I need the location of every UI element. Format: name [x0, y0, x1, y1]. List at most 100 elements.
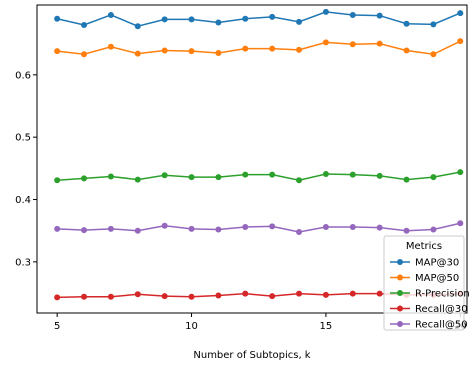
data-point-map-30 [349, 11, 356, 18]
data-point-r-precision [269, 171, 276, 178]
data-point-map-30 [215, 19, 222, 26]
legend-title: Metrics [406, 241, 442, 252]
data-point-map-30 [107, 11, 114, 18]
legend-entry-recall-30: Recall@30 [390, 304, 468, 315]
data-point-map-50 [269, 45, 276, 52]
data-point-recall-50 [349, 223, 356, 230]
data-point-recall-30 [134, 291, 141, 298]
data-point-recall-30 [161, 293, 168, 300]
data-point-map-50 [54, 48, 61, 55]
data-point-map-30 [188, 16, 195, 23]
data-point-r-precision [215, 174, 222, 181]
data-point-recall-50 [322, 223, 329, 230]
legend-label: Recall@50 [415, 320, 468, 331]
plot-area [36, 4, 468, 314]
data-point-recall-50 [269, 223, 276, 230]
data-point-recall-50 [403, 227, 410, 234]
data-point-recall-50 [296, 228, 303, 235]
data-point-recall-30 [242, 290, 249, 297]
data-point-map-50 [134, 50, 141, 57]
data-point-map-50 [81, 51, 88, 58]
data-point-r-precision [403, 176, 410, 183]
data-point-recall-30 [349, 290, 356, 297]
legend-swatch-marker [397, 290, 403, 296]
plot-frame [36, 4, 468, 314]
legend-label: Recall@30 [415, 304, 468, 315]
data-point-r-precision [107, 173, 114, 180]
data-point-map-30 [134, 23, 141, 30]
data-point-map-50 [403, 47, 410, 54]
data-point-recall-30 [322, 291, 329, 298]
data-point-map-30 [242, 15, 249, 22]
data-point-recall-50 [107, 225, 114, 232]
legend-swatch-marker [397, 321, 403, 327]
legend-label: MAP@30 [415, 258, 459, 269]
data-point-map-50 [242, 45, 249, 52]
legend-label: MAP@50 [415, 273, 459, 284]
data-point-map-30 [457, 10, 464, 17]
data-point-recall-30 [107, 293, 114, 300]
data-point-map-30 [269, 13, 276, 20]
legend-swatch-marker [397, 274, 403, 281]
data-point-map-30 [322, 8, 329, 15]
data-point-recall-50 [81, 227, 88, 234]
data-point-map-30 [403, 20, 410, 27]
data-point-map-50 [188, 48, 195, 55]
series-line-map-50 [57, 40, 461, 56]
data-point-map-50 [322, 39, 329, 46]
legend-box [383, 235, 465, 331]
series-r-precision [54, 169, 464, 184]
data-point-map-50 [161, 47, 168, 54]
data-point-recall-50 [457, 220, 464, 227]
data-point-recall-50 [376, 224, 383, 231]
series-line-r-precision [57, 171, 461, 181]
data-point-recall-50 [161, 222, 168, 229]
data-point-r-precision [430, 174, 437, 181]
y-axis: 0.3 0.4 0.5 0.6 [15, 70, 37, 268]
series-map-50 [54, 38, 464, 58]
series-map-30 [54, 8, 464, 30]
data-point-r-precision [161, 172, 168, 179]
legend-entry-map-30: MAP@30 [390, 258, 459, 269]
data-point-r-precision [81, 175, 88, 182]
data-point-map-30 [161, 16, 168, 23]
data-point-map-50 [107, 43, 114, 50]
data-point-map-50 [349, 41, 356, 48]
data-point-map-50 [430, 51, 437, 58]
legend-swatch-marker [397, 305, 403, 312]
data-point-recall-30 [81, 293, 88, 300]
data-point-recall-50 [54, 225, 61, 232]
legend-entry-r-precision: R-Precision [390, 289, 470, 300]
data-point-map-30 [54, 15, 61, 22]
series-layer [54, 8, 464, 301]
data-point-recall-30 [54, 294, 61, 301]
series-line-recall-50 [57, 222, 461, 233]
data-point-recall-30 [269, 293, 276, 300]
data-point-r-precision [296, 177, 303, 184]
y-tick-label: 0.6 [15, 70, 31, 81]
legend: Metrics MAP@30 MAP@50 R-Precision Recall@30… [383, 235, 470, 331]
x-axis-label: Number of Subtopics, k [193, 350, 310, 361]
data-point-map-50 [457, 38, 464, 45]
data-point-r-precision [54, 177, 61, 184]
legend-label: R-Precision [415, 289, 470, 300]
data-point-recall-50 [188, 225, 195, 232]
data-point-recall-50 [430, 226, 437, 233]
x-tick-label: 15 [320, 321, 333, 332]
legend-entries: MAP@30 MAP@50 R-Precision Recall@30 Recall@5… [390, 258, 470, 331]
data-point-map-50 [376, 40, 383, 47]
data-point-r-precision [349, 171, 356, 178]
data-point-r-precision [242, 171, 249, 178]
data-point-r-precision [376, 172, 383, 179]
data-point-recall-30 [376, 290, 383, 297]
legend-entry-map-50: MAP@50 [390, 273, 459, 284]
data-point-recall-50 [242, 223, 249, 230]
y-tick-label: 0.5 [15, 133, 31, 144]
data-point-map-30 [81, 21, 88, 28]
y-tick-label: 0.4 [15, 195, 31, 206]
data-point-recall-50 [134, 227, 141, 234]
data-point-map-50 [296, 46, 303, 53]
data-point-recall-50 [215, 226, 222, 233]
data-point-recall-30 [296, 290, 303, 297]
